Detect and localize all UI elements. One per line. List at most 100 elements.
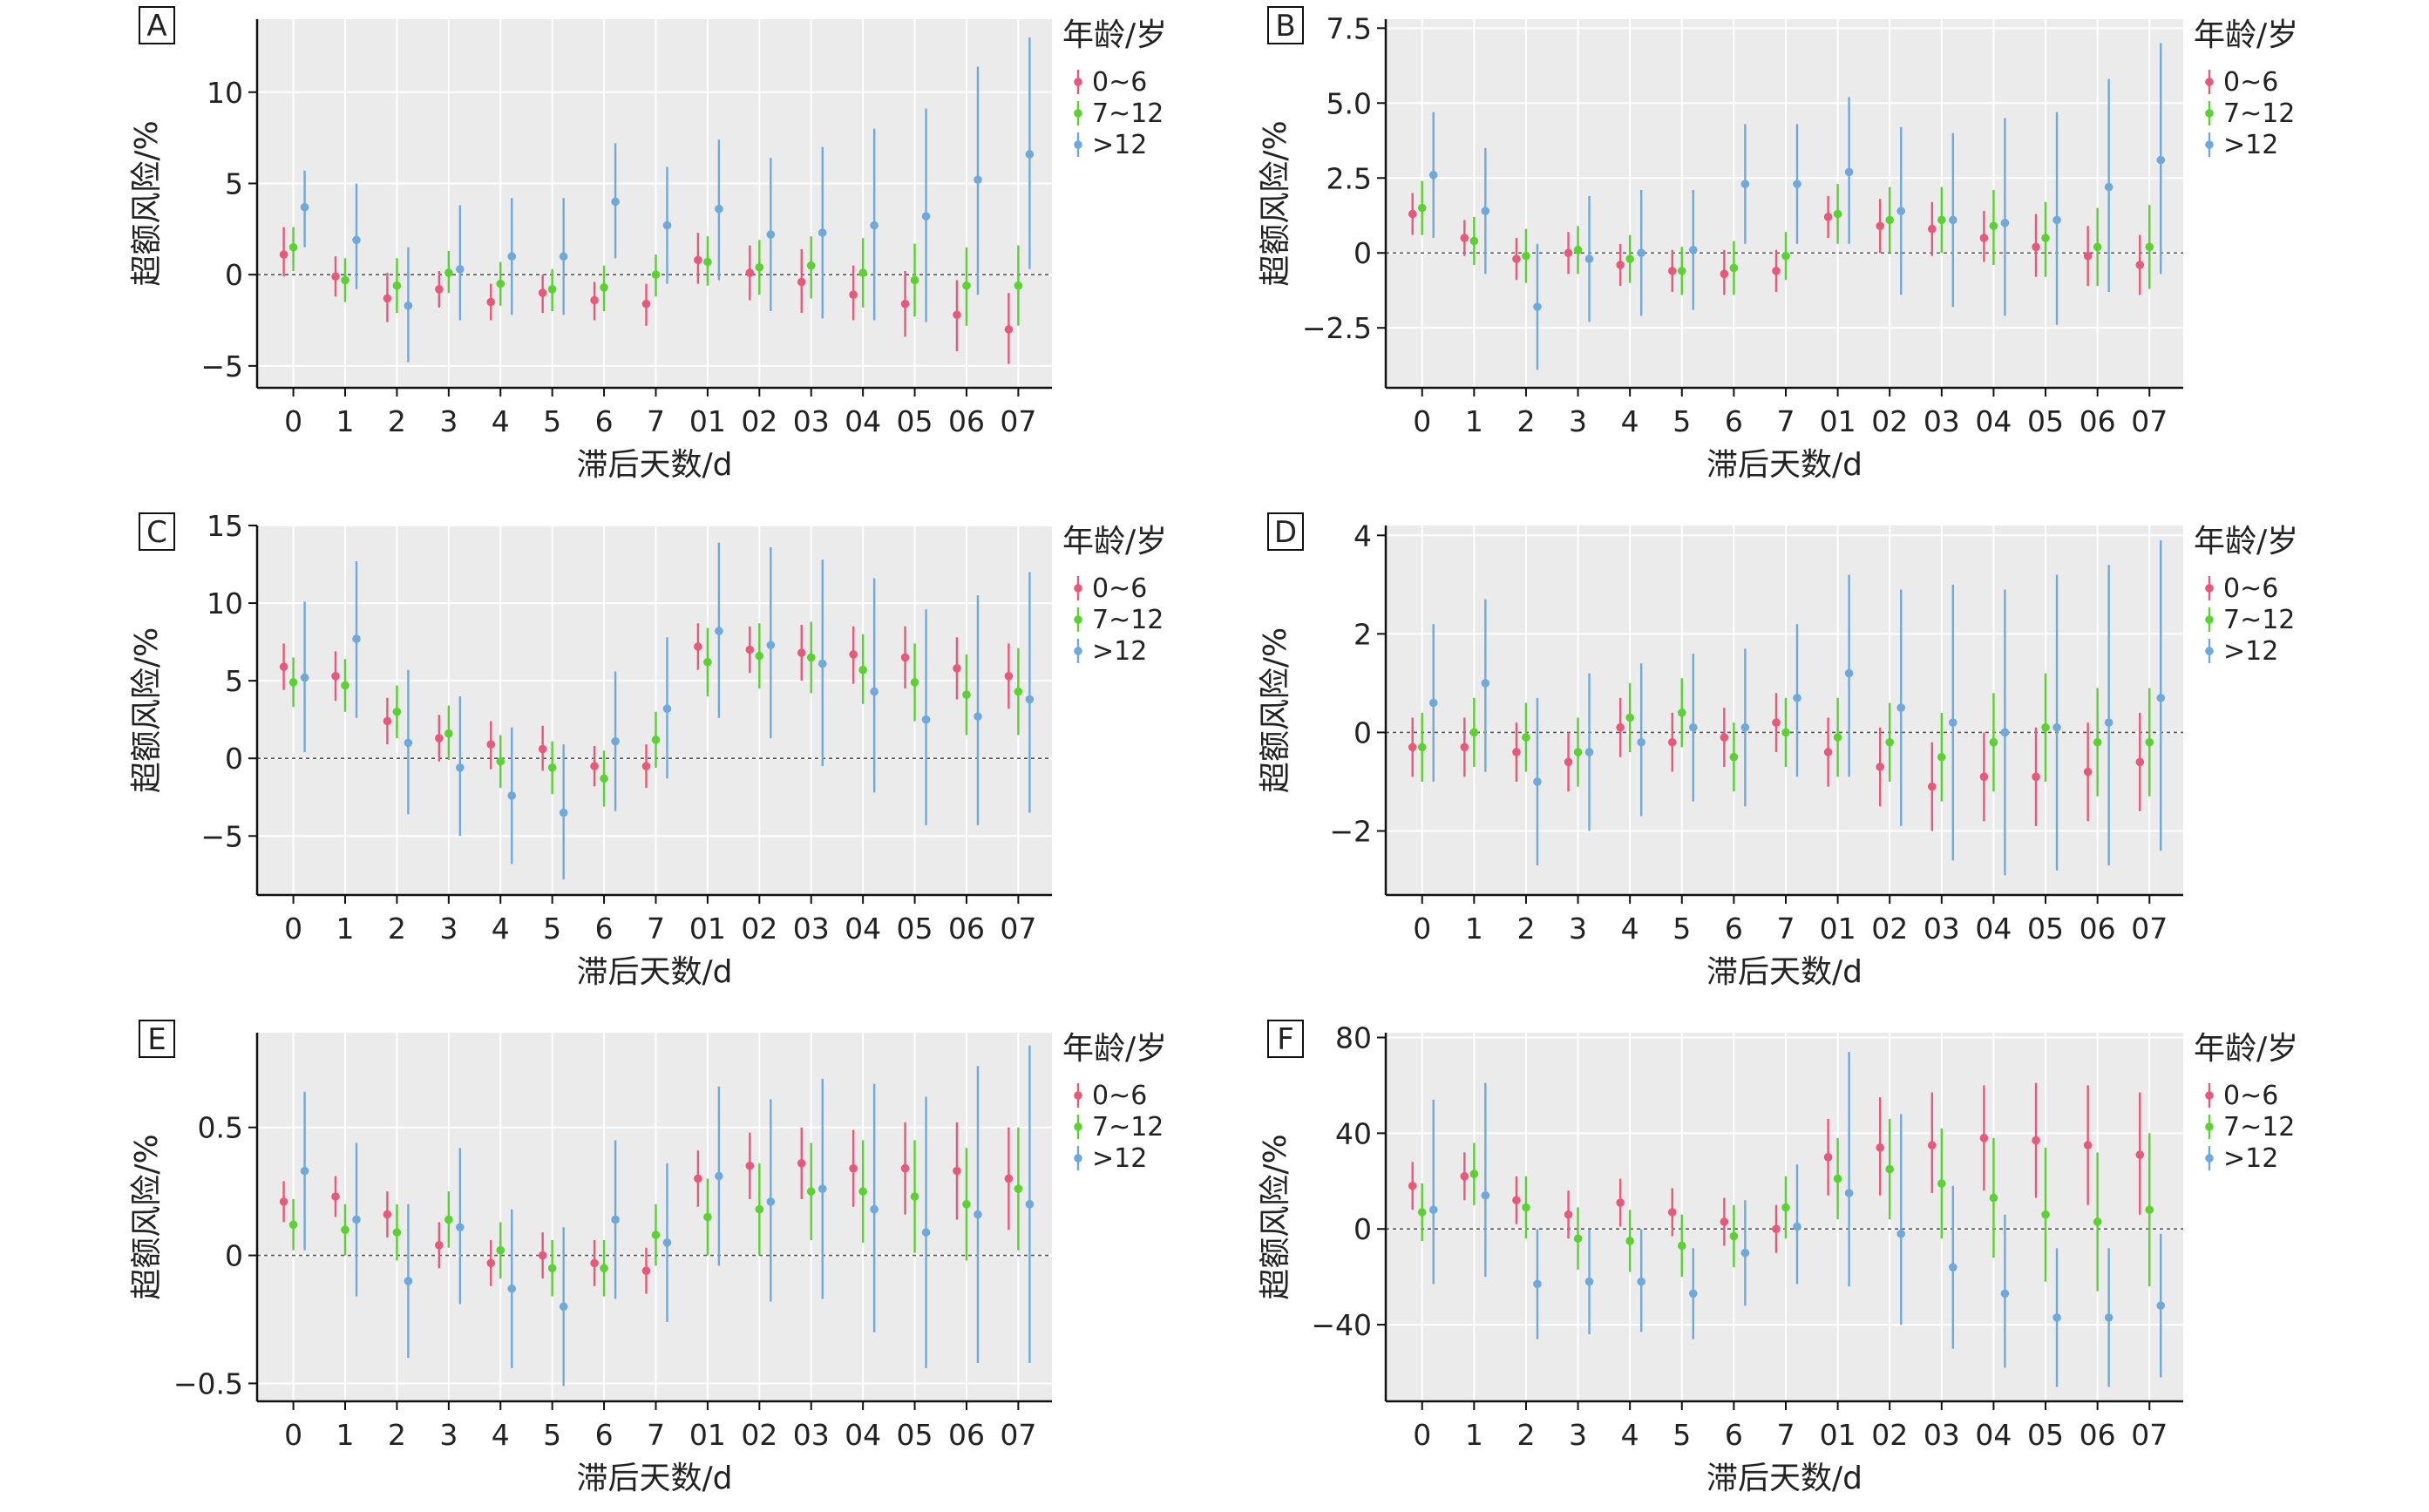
data-point (404, 301, 413, 310)
data-point (1937, 215, 1946, 225)
x-tick-label: 06 (2080, 404, 2116, 438)
data-point (2145, 1205, 2154, 1215)
x-tick-label: 5 (543, 912, 561, 946)
data-point (974, 712, 982, 721)
x-axis-title: 滞后天数/d (577, 954, 733, 990)
legend-label: 0~6 (2223, 1081, 2278, 1111)
data-point (1428, 171, 1438, 180)
x-tick-label: 6 (595, 1418, 614, 1452)
x-tick-label: 0 (284, 912, 302, 946)
data-point (766, 641, 776, 649)
data-point (806, 261, 816, 270)
data-point (456, 1223, 465, 1232)
data-point (2156, 694, 2166, 702)
x-axis-title: 滞后天数/d (1706, 447, 1862, 483)
data-point (383, 294, 392, 303)
data-point (392, 1228, 402, 1237)
data-point (818, 1184, 827, 1193)
panel-background (1386, 525, 2183, 895)
data-point (1781, 1203, 1790, 1212)
data-point (1989, 221, 1998, 231)
data-point (1979, 772, 1989, 782)
legend-title: 年龄/岁 (1062, 17, 1167, 53)
x-tick-label: 3 (1569, 1418, 1587, 1452)
data-point (2093, 242, 2102, 252)
panel-tag-box (1267, 1020, 1304, 1058)
data-point (1688, 246, 1698, 254)
x-axis-title: 滞后天数/d (577, 1461, 733, 1496)
y-tick-label: 4 (1354, 519, 1372, 553)
y-tick-label: −2 (1329, 815, 1372, 849)
data-point (352, 235, 361, 245)
x-tick-label: 0 (1413, 1418, 1431, 1452)
x-axis-title: 滞后天数/d (577, 447, 733, 483)
data-point (331, 672, 340, 681)
data-point (2032, 1136, 2040, 1145)
data-point (559, 808, 568, 817)
legend-label: >12 (1092, 1143, 1147, 1174)
data-point (1885, 1164, 1895, 1174)
legend-label: 0~6 (1092, 1081, 1147, 1111)
data-point (1989, 737, 1998, 747)
data-point (651, 736, 661, 744)
data-point (2135, 1150, 2145, 1159)
data-point (662, 1238, 672, 1247)
y-axis-title: 超额风险/% (1258, 1134, 1293, 1299)
data-point (590, 762, 599, 770)
data-point (1876, 221, 1885, 231)
data-point (1833, 733, 1842, 742)
data-point (547, 763, 557, 772)
x-tick-label: 01 (689, 1418, 726, 1452)
x-tick-label: 02 (1871, 1418, 1908, 1452)
legend-swatch-point (2205, 1122, 2214, 1131)
data-point (745, 1161, 755, 1170)
data-point (1720, 1217, 1729, 1226)
x-tick-label: 04 (1975, 1418, 2012, 1452)
x-tick-label: 3 (1569, 912, 1587, 946)
data-point (858, 1187, 867, 1196)
data-point (1896, 703, 1906, 712)
data-point (1667, 737, 1677, 747)
data-point (1522, 1203, 1530, 1212)
data-point (2145, 737, 2154, 747)
panel-tag: B (1275, 9, 1295, 44)
legend-label: 7~12 (1092, 1112, 1164, 1142)
data-point (611, 1215, 620, 1224)
data-point (1512, 748, 1521, 756)
x-tick-label: 05 (2027, 1418, 2064, 1452)
legend-label: >12 (1092, 636, 1147, 667)
x-tick-label: 5 (1672, 912, 1691, 946)
x-tick-label: 1 (336, 912, 355, 946)
data-point (486, 297, 496, 307)
data-point (1469, 728, 1479, 737)
data-point (1677, 1241, 1686, 1251)
data-point (404, 1277, 413, 1285)
x-tick-label: 02 (741, 404, 777, 438)
y-tick-label: 0 (1354, 1212, 1372, 1246)
data-point (766, 230, 776, 239)
data-point (974, 175, 982, 185)
data-point (2041, 722, 2050, 732)
data-point (1616, 722, 1625, 732)
data-point (1677, 709, 1686, 717)
data-point (331, 272, 340, 281)
data-point (1573, 246, 1583, 254)
legend-label: 7~12 (2223, 605, 2295, 635)
data-point (849, 290, 858, 300)
x-tick-label: 02 (1871, 404, 1908, 438)
legend-label: 0~6 (1092, 67, 1147, 98)
legend-swatch-point (1074, 1122, 1082, 1131)
x-tick-label: 3 (1569, 404, 1587, 438)
x-tick-label: 06 (2080, 1418, 2116, 1452)
y-axis-title: 超额风险/% (129, 1134, 165, 1299)
data-point (797, 648, 806, 657)
x-tick-label: 06 (2080, 912, 2116, 946)
legend-label: 0~6 (2223, 67, 2278, 98)
data-point (858, 665, 867, 675)
legend-swatch-point (2205, 78, 2214, 86)
data-point (694, 255, 702, 265)
data-point (694, 642, 702, 651)
data-point (288, 1220, 298, 1230)
legend-swatch-point (1074, 140, 1082, 149)
